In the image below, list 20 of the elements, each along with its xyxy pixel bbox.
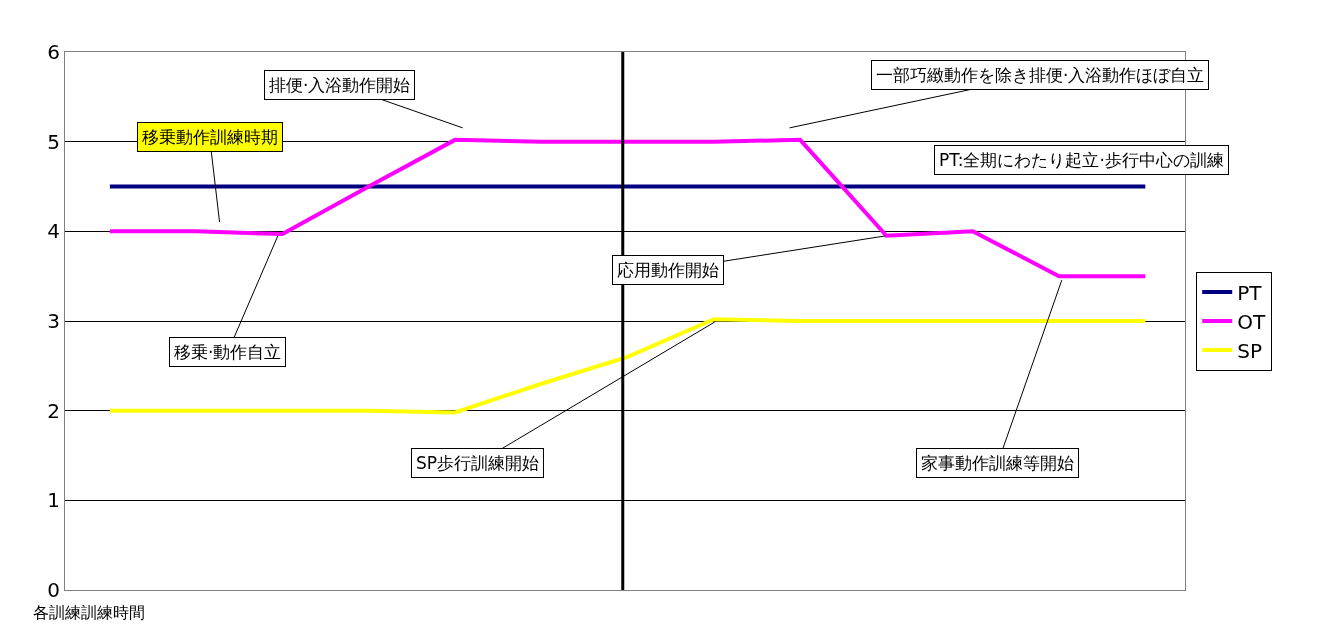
- legend-label: SP: [1237, 338, 1262, 363]
- y-tick-label: 5: [47, 129, 60, 154]
- y-tick-label: 4: [47, 219, 60, 244]
- annotation: PT:全期にわたり起立·歩行中心の訓練: [939, 150, 1224, 170]
- y-tick-label: 2: [47, 398, 60, 423]
- annotation: 排便·入浴動作開始: [269, 75, 411, 95]
- annotation: 移乗動作訓練時期: [142, 127, 278, 147]
- annotation: SP歩行訓練開始: [416, 453, 540, 473]
- annotation: 一部巧緻動作を除き排便·入浴動作ほぼ自立: [876, 65, 1205, 85]
- legend-label: PT: [1237, 280, 1263, 305]
- y-tick-label: 1: [47, 488, 60, 513]
- line-series: [107, 317, 1148, 415]
- annotation: 家事動作訓練等開始: [921, 453, 1074, 473]
- annotation: 応用動作開始: [617, 260, 719, 280]
- y-tick-label: 3: [47, 309, 60, 333]
- legend-label: OT: [1237, 309, 1266, 334]
- y-tick-label: 0: [47, 578, 60, 602]
- x-axis-title: 各訓練訓練時間: [33, 603, 145, 622]
- annotation: 移乗·動作自立: [174, 342, 282, 362]
- y-tick-label: 6: [47, 40, 60, 64]
